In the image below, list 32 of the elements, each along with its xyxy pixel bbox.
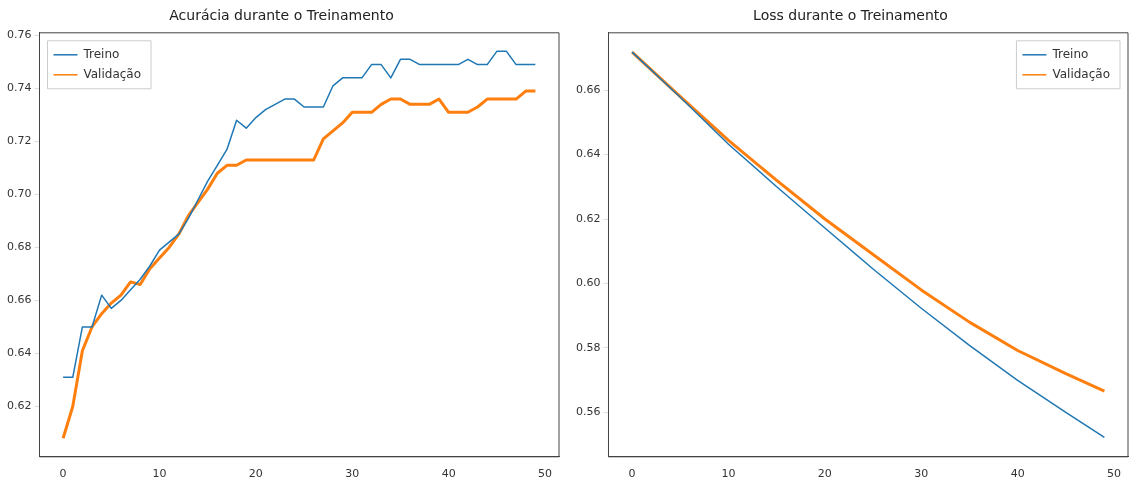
y-tick-label: 0.68 (6, 240, 32, 254)
y-tick-label: 0.58 (575, 340, 601, 354)
y-tick-label: 0.64 (575, 147, 601, 161)
x-tick-label: 30 (345, 467, 360, 481)
y-tick-label: 0.64 (6, 346, 32, 360)
y-tick-label: 0.72 (6, 134, 32, 148)
y-tick-label: 0.66 (6, 293, 32, 307)
y-tick-label: 0.60 (575, 276, 601, 290)
y-tick-label: 0.66 (575, 83, 601, 97)
x-tick-label: 20 (248, 467, 263, 481)
x-tick-label: 0 (628, 467, 636, 481)
x-tick-label: 0 (59, 467, 67, 481)
y-tick-label: 0.76 (6, 28, 32, 42)
y-tick-label: 0.62 (575, 211, 601, 225)
y-tick-label: 0.56 (575, 405, 601, 419)
legend-label: Validação (83, 66, 142, 81)
y-tick-label: 0.70 (6, 187, 32, 201)
legend-label: Validação (1052, 66, 1110, 81)
x-tick-label: 40 (441, 467, 456, 481)
chart-title: Acurácia durante o Treinamento (169, 7, 394, 24)
legend-label: Treino (1051, 46, 1089, 61)
x-tick-label: 40 (1010, 467, 1025, 481)
y-tick-label: 0.62 (6, 399, 32, 413)
x-tick-label: 50 (1107, 467, 1122, 481)
x-tick-label: 50 (538, 467, 553, 481)
legend-label: Treino (82, 46, 120, 61)
x-tick-label: 30 (914, 467, 929, 481)
x-tick-label: 20 (817, 467, 832, 481)
x-tick-label: 10 (721, 467, 736, 481)
y-tick-label: 0.74 (6, 81, 32, 95)
chart-title: Loss durante o Treinamento (753, 7, 948, 24)
x-tick-label: 10 (152, 467, 167, 481)
